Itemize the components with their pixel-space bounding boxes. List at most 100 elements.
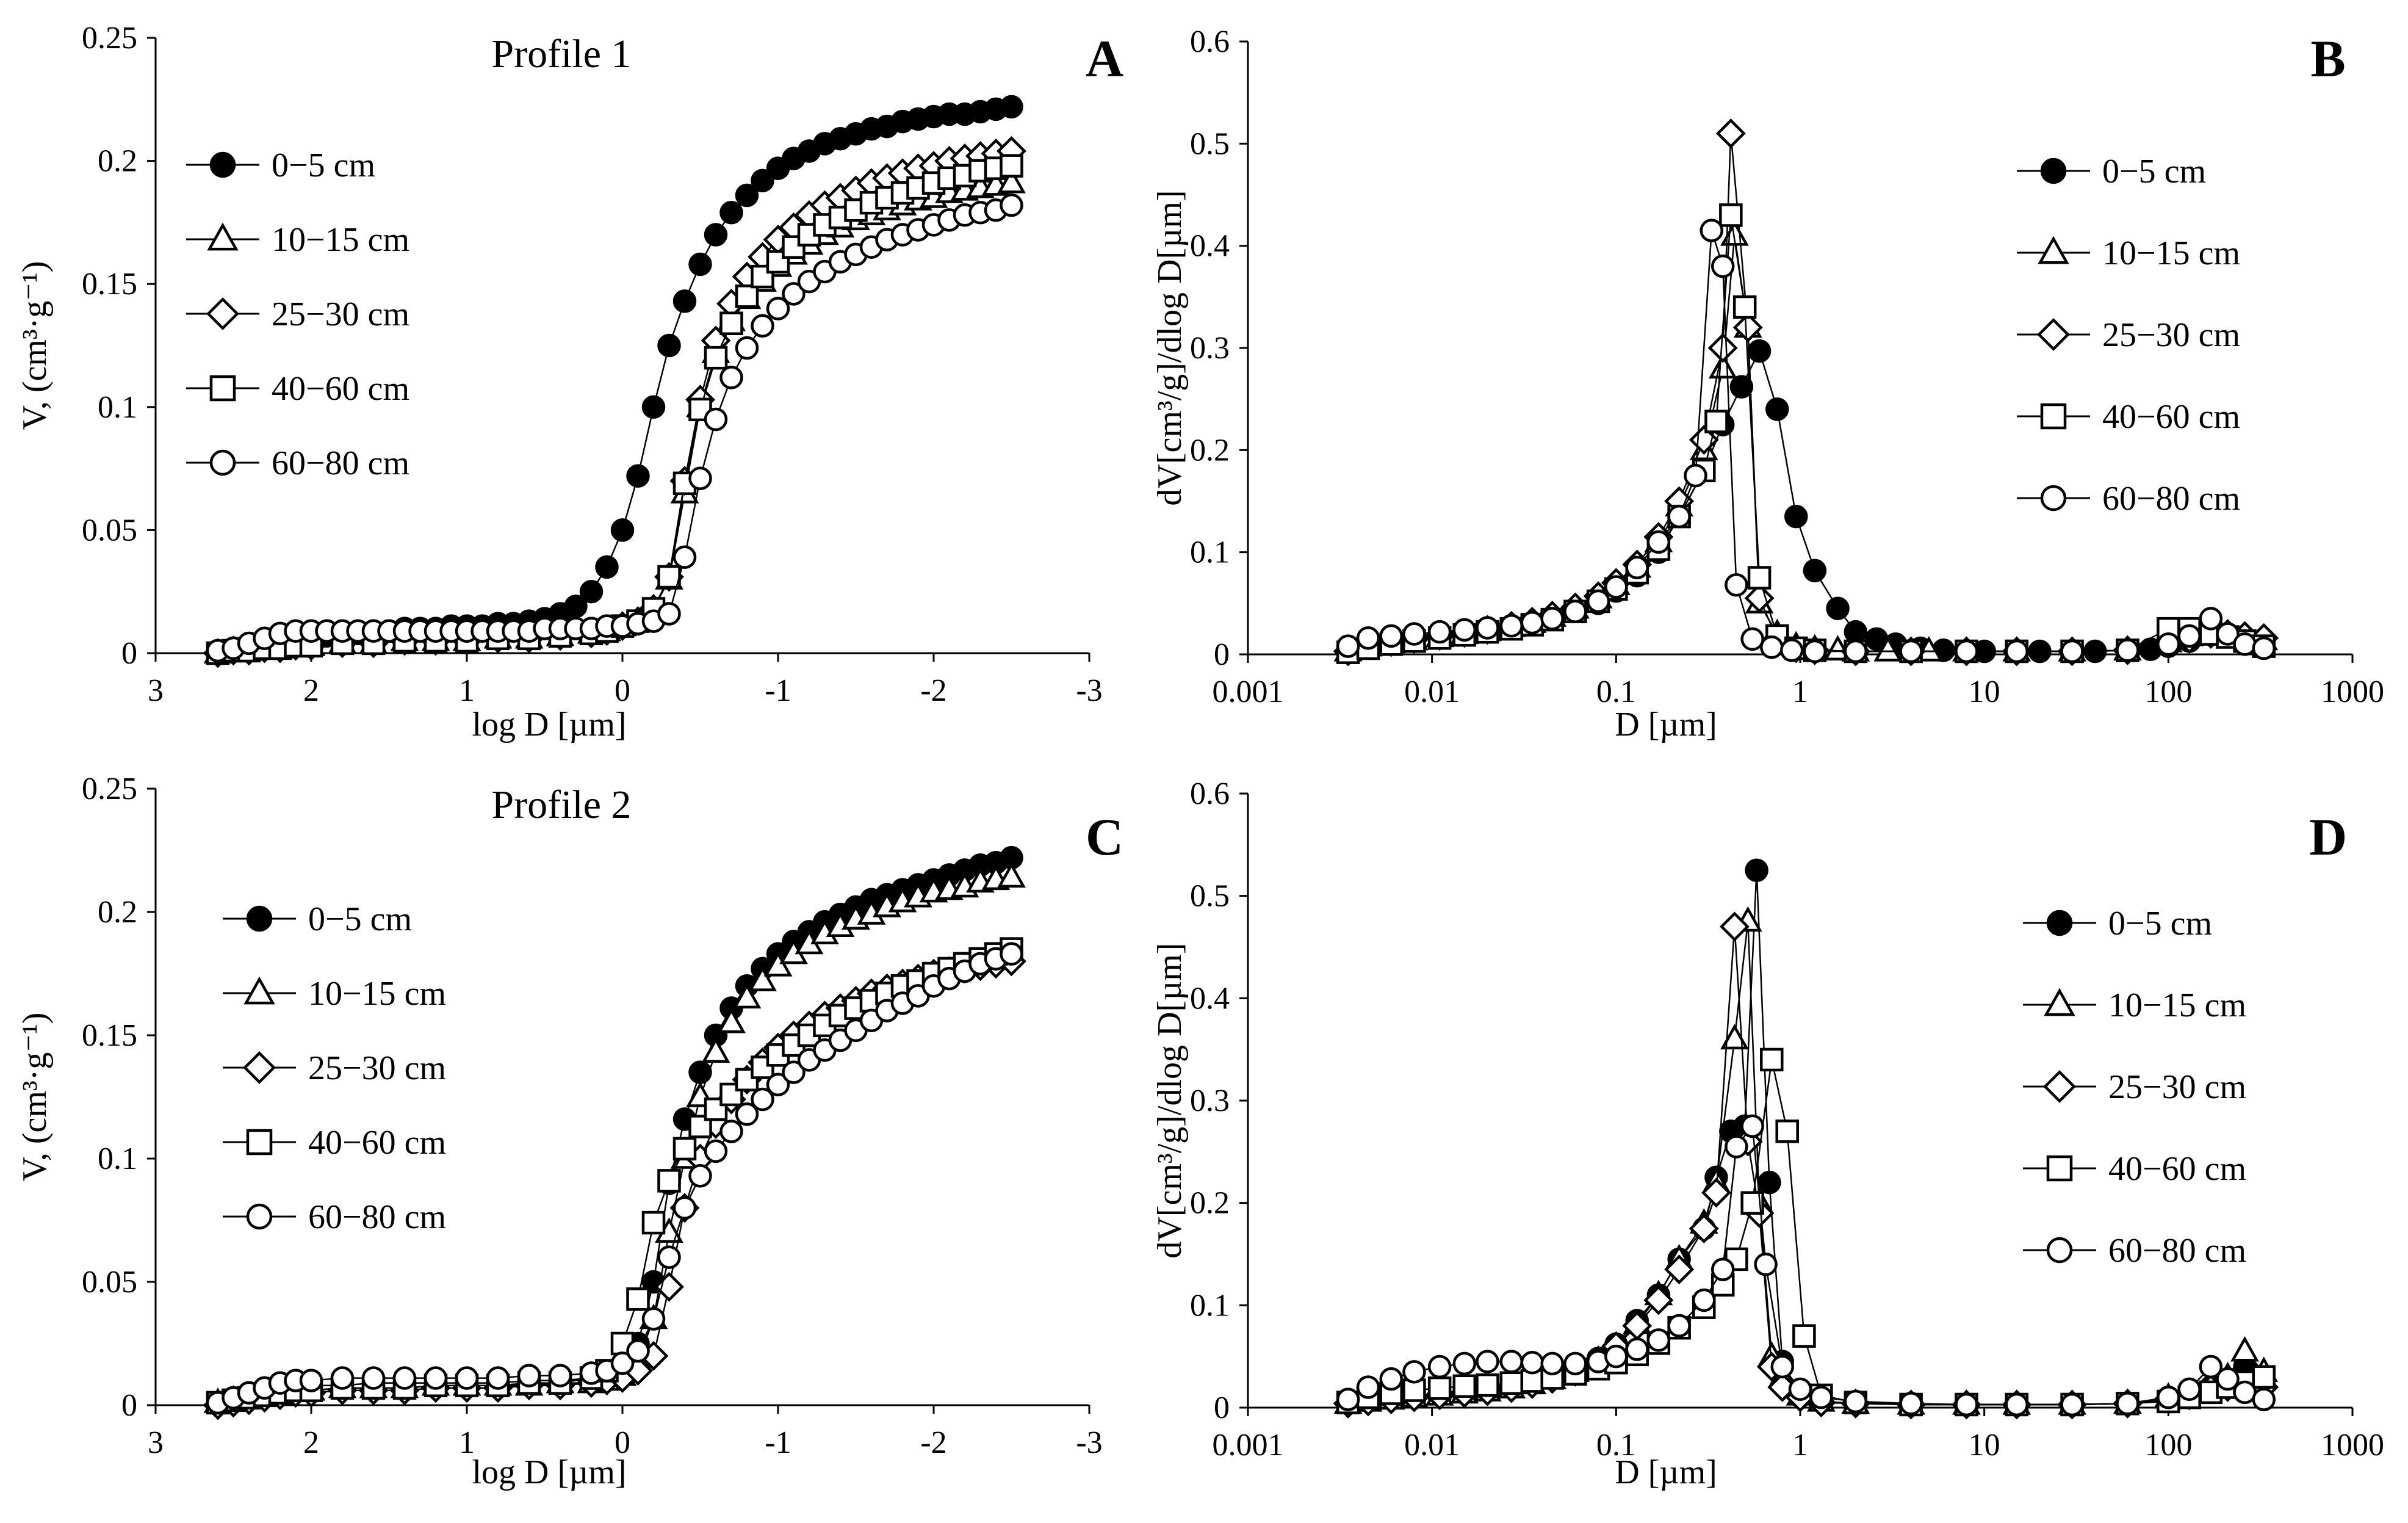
- y-tick-label: 0.1: [98, 390, 137, 425]
- data-point: [751, 314, 774, 338]
- data-point: [1760, 635, 1784, 659]
- data-point: [564, 595, 588, 618]
- legend-marker: [246, 1129, 273, 1156]
- x-tick-label: 100: [2144, 1428, 2192, 1463]
- series-line: [1347, 235, 2264, 653]
- data-point: [641, 1307, 666, 1331]
- data-point: [548, 1364, 572, 1387]
- data-point: [1476, 616, 1499, 640]
- legend-marker: [2040, 403, 2067, 430]
- legend-marker: [2043, 1070, 2076, 1103]
- series-5: [206, 942, 1023, 1415]
- data-point: [1520, 610, 1545, 635]
- y-axis-label: dV[cm³/g]/dlog D[µm]: [1151, 190, 1189, 505]
- y-tick-label: 0.1: [98, 1141, 137, 1176]
- data-point: [1520, 1350, 1545, 1375]
- data-point: [1452, 618, 1477, 642]
- chart-panel-d: 0 0.1 0.2 0.3 0.4 0.5 0.6 0.001 0.01 0.1 1 10 100 100…: [1151, 776, 2384, 1491]
- data-point: [299, 1369, 323, 1392]
- legend-marker: [2046, 1237, 2073, 1264]
- x-tick-label: -2: [920, 1425, 946, 1460]
- x-axis-label: D [µm]: [1615, 1453, 1717, 1491]
- y-tick-label: 0.1: [1190, 1288, 1230, 1323]
- legend-label: 0−5 cm: [272, 147, 375, 184]
- data-point: [610, 1351, 635, 1375]
- data-point: [1427, 1355, 1452, 1379]
- data-point: [2233, 1380, 2257, 1405]
- data-point: [2177, 1377, 2201, 1402]
- y-axis-label: dV[cm³/g]/dlog D[µm]: [1151, 942, 1189, 1258]
- x-tick-label: -1: [765, 1425, 791, 1460]
- y-tick-label: 0.2: [1190, 433, 1230, 468]
- data-point: [719, 366, 743, 389]
- data-point: [1826, 596, 1850, 620]
- data-point: [1540, 607, 1564, 631]
- data-point: [1725, 1135, 1748, 1159]
- x-tick-label: 0: [615, 673, 630, 708]
- data-point: [361, 1366, 386, 1390]
- data-point: [1803, 639, 1827, 664]
- legend-label: 40−60 cm: [308, 1124, 446, 1162]
- y-tick-label: 0: [121, 1388, 137, 1423]
- data-point: [1809, 1385, 1833, 1409]
- data-point: [672, 1137, 697, 1161]
- data-point: [1740, 1191, 1764, 1215]
- legend-marker: [209, 375, 236, 402]
- x-tick-label: 1: [459, 673, 475, 708]
- y-axis-label: V, (cm³·g⁻¹): [16, 1013, 54, 1182]
- data-point: [1740, 1114, 1764, 1138]
- data-point: [1700, 219, 1724, 242]
- data-point: [766, 1073, 790, 1097]
- legend-label: 0−5 cm: [2102, 153, 2206, 190]
- chart-panel-c: 0 0.05 0.1 0.15 0.2 0.25 3 2 1 0 -1 -2 -3 log D [µm] V…: [16, 772, 1123, 1491]
- data-point: [2060, 639, 2084, 664]
- data-point: [732, 983, 762, 1009]
- x-axis-label: log D [µm]: [472, 1453, 626, 1491]
- data-point: [1664, 1254, 1695, 1285]
- data-point: [2216, 1367, 2240, 1391]
- data-point: [1604, 575, 1628, 599]
- data-point: [579, 579, 604, 604]
- data-point: [1667, 504, 1691, 529]
- data-point: [330, 1366, 355, 1390]
- data-point: [766, 297, 790, 320]
- data-point: [1779, 639, 1804, 662]
- y-tick-label: 0: [1214, 637, 1230, 672]
- data-point: [2230, 1336, 2259, 1362]
- legend: 0−5 cm 10−15 cm 25−30 cm 40−60 cm 60−80 cm: [186, 147, 409, 482]
- data-point: [1563, 599, 1587, 623]
- data-point: [517, 1364, 541, 1387]
- data-point: [2199, 607, 2223, 631]
- y-tick-label: 0.3: [1190, 1083, 1230, 1118]
- data-point: [657, 333, 681, 358]
- panel-letter: C: [1086, 808, 1123, 866]
- x-tick-label: -3: [1076, 1425, 1102, 1460]
- data-point: [1745, 858, 1768, 882]
- data-point: [735, 336, 759, 360]
- y-tick-label: 0.05: [82, 513, 137, 548]
- data-point: [626, 464, 650, 488]
- y-tick-label: 0.4: [1190, 981, 1230, 1016]
- x-tick-label: 2: [303, 673, 319, 708]
- x-tick-label: 1000: [2321, 1428, 2384, 1463]
- y-tick-label: 0.2: [1190, 1186, 1230, 1221]
- data-point: [657, 602, 681, 626]
- legend-marker: [2037, 318, 2070, 351]
- x-tick-label: 0.001: [1213, 1428, 1284, 1463]
- data-point: [735, 284, 759, 308]
- x-tick-label: 3: [148, 673, 164, 708]
- data-point: [2216, 622, 2240, 646]
- x-tick-label: 1000: [2321, 675, 2384, 709]
- data-point: [748, 966, 777, 991]
- data-point: [1356, 626, 1380, 650]
- series-5: [1336, 1114, 2276, 1417]
- data-point: [782, 282, 806, 306]
- data-point: [1715, 118, 1746, 149]
- data-point: [1563, 1351, 1587, 1376]
- data-point: [704, 407, 728, 432]
- data-point: [2116, 1392, 2139, 1416]
- legend-label: 60−80 cm: [308, 1198, 446, 1236]
- data-point: [1625, 1337, 1649, 1361]
- data-point: [1792, 1324, 1816, 1348]
- data-point: [735, 1102, 759, 1126]
